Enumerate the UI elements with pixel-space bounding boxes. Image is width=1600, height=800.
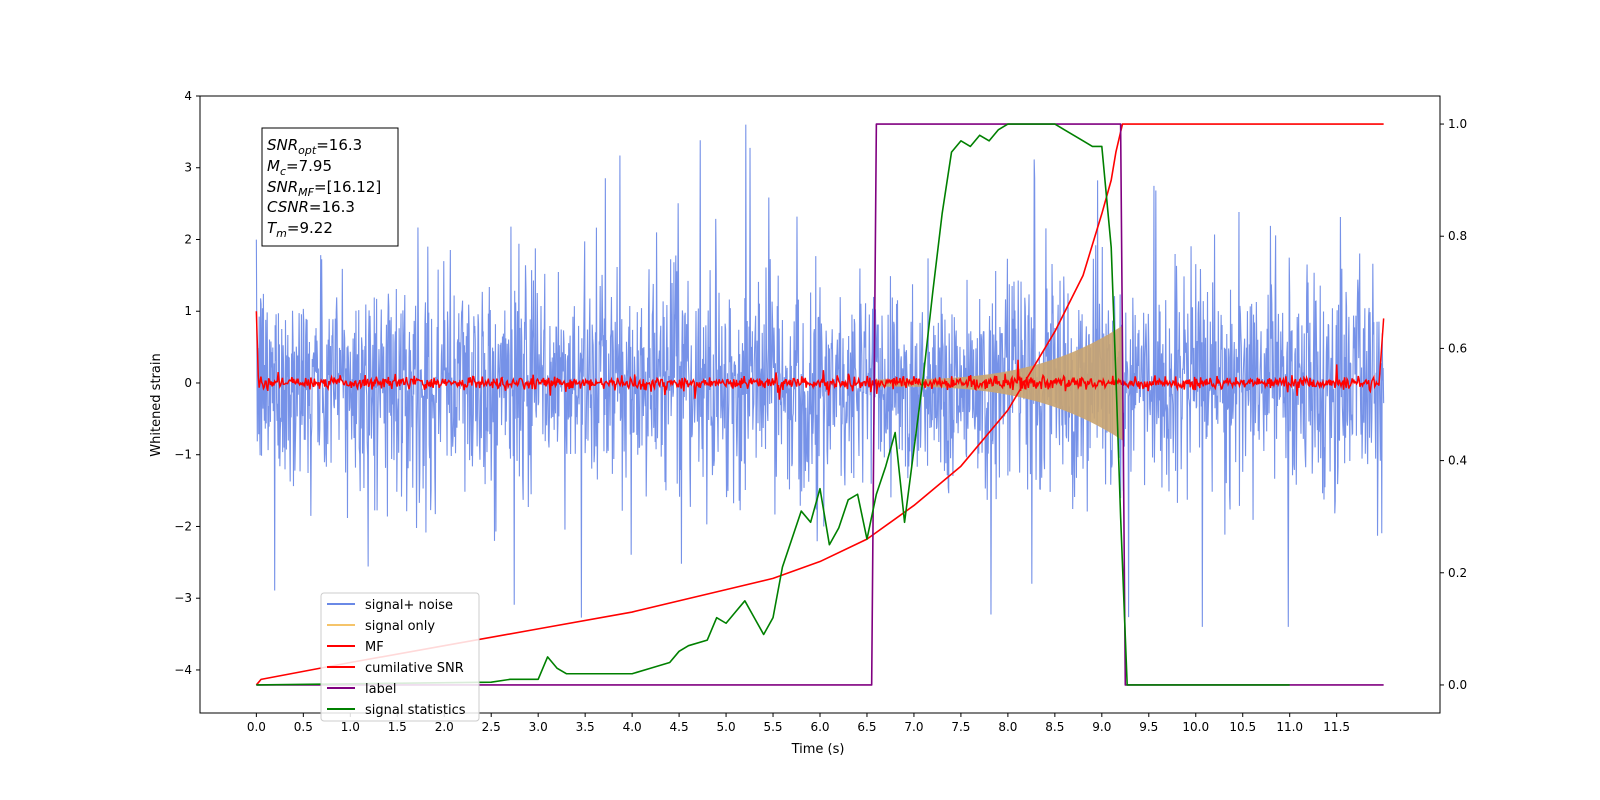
- y-axis-label: Whitened strain: [149, 353, 164, 456]
- legend-label-signal-noise: signal+ noise: [365, 598, 453, 613]
- annotation-snr-mf-base: SNR: [267, 178, 298, 196]
- mf-line: [255, 311, 1385, 400]
- x-tick-label: 9.5: [1139, 720, 1158, 734]
- x-tick-label: 6.5: [857, 720, 876, 734]
- legend-label-mf: MF: [365, 640, 384, 655]
- x-tick-label: 8.0: [998, 720, 1017, 734]
- annotation-box: SNRopt=16.3 Mc=7.95 SNRMF=[16.12] CSNR=1…: [261, 127, 399, 247]
- y-right-tick-label: 0.6: [1448, 341, 1467, 355]
- annotation-line-mc: Mc=7.95: [267, 157, 332, 178]
- y-tick-label: 0: [184, 376, 192, 390]
- y-tick-label: −3: [174, 591, 192, 605]
- x-tick-label: 2.0: [435, 720, 454, 734]
- legend-label-cumulative-snr: cumilative SNR: [365, 661, 464, 676]
- annotation-snr-opt-sub: opt: [298, 144, 317, 157]
- x-tick-label: 7.5: [951, 720, 970, 734]
- x-tick-label: 1.5: [388, 720, 407, 734]
- x-tick-label: 4.5: [670, 720, 689, 734]
- x-tick-label: 8.5: [1045, 720, 1064, 734]
- x-tick-label: 3.0: [529, 720, 548, 734]
- y-tick-label: 1: [184, 304, 192, 318]
- annotation-tm-value: =9.22: [287, 219, 333, 237]
- annotation-snr-opt-value: =16.3: [316, 136, 362, 154]
- y-right-tick-label: 0.0: [1448, 678, 1467, 692]
- signal-statistics-line: [256, 123, 1290, 686]
- y-axis-right: 1.0 0.8 0.6 0.4 0.2 0.0: [1440, 117, 1467, 692]
- annotation-line-csnr: CSNR=16.3: [267, 198, 355, 216]
- legend-label-label: label: [365, 682, 396, 697]
- legend-label-signal-only: signal only: [365, 619, 435, 634]
- annotation-frame: [261, 127, 399, 247]
- x-tick-label: 9.0: [1092, 720, 1111, 734]
- y-right-tick-label: 0.4: [1448, 454, 1467, 468]
- y-right-tick-label: 0.2: [1448, 566, 1467, 580]
- x-tick-label: 11.5: [1323, 720, 1350, 734]
- annotation-csnr-base: CSNR: [267, 198, 309, 216]
- x-tick-label: 10.0: [1182, 720, 1209, 734]
- y-right-tick-label: 1.0: [1448, 117, 1467, 131]
- annotation-tm-base: T: [267, 219, 278, 237]
- legend-frame: [320, 592, 480, 722]
- x-tick-label: 5.5: [763, 720, 782, 734]
- legend: signal+ noise signal only MF cumilative …: [320, 592, 480, 722]
- mf-trace: [255, 311, 1385, 400]
- x-tick-label: 0.5: [294, 720, 313, 734]
- signal-noise-line: [255, 124, 1385, 627]
- x-tick-label: 0.0: [247, 720, 266, 734]
- annotation-snr-mf-value: =[16.12]: [314, 178, 381, 196]
- annotation-mc-sub: c: [280, 165, 286, 178]
- annotation-line-snr-mf: SNRMF=[16.12]: [267, 178, 381, 199]
- annotation-mc-value: =7.95: [286, 157, 332, 175]
- x-tick-label: 5.0: [717, 720, 736, 734]
- legend-label-signal-statistics: signal statistics: [365, 703, 466, 718]
- annotation-line-snr-opt: SNRopt=16.3: [267, 136, 362, 157]
- y-axis-left: 4 3 2 1 0 −1 −2 −3 −4: [174, 89, 200, 677]
- x-axis: 0.0 0.5 1.0 1.5 2.0 2.5 3.0 3.5 4.0 4.5 5.0 5.5 6.0 6…: [247, 713, 1350, 734]
- y-tick-label: −2: [174, 519, 192, 533]
- x-tick-label: 4.0: [623, 720, 642, 734]
- annotation-tm-sub: m: [276, 227, 287, 240]
- y-right-tick-label: 0.8: [1448, 229, 1467, 243]
- annotation-csnr-value: =16.3: [309, 198, 355, 216]
- x-tick-label: 6.0: [810, 720, 829, 734]
- y-tick-label: 4: [184, 89, 192, 103]
- y-tick-label: −1: [174, 448, 192, 462]
- x-tick-label: 10.5: [1229, 720, 1256, 734]
- y-tick-label: 2: [184, 232, 192, 246]
- signal-noise-trace: [255, 124, 1385, 627]
- x-tick-label: 2.5: [482, 720, 501, 734]
- annotation-snr-mf-sub: MF: [298, 186, 314, 199]
- x-tick-label: 7.0: [904, 720, 923, 734]
- annotation-line-tm: Tm=9.22: [267, 219, 333, 240]
- y-tick-label: 3: [184, 161, 192, 175]
- x-tick-label: 1.0: [341, 720, 360, 734]
- y-tick-label: −4: [174, 663, 192, 677]
- x-tick-label: 3.5: [576, 720, 595, 734]
- x-axis-label: Time (s): [791, 742, 845, 757]
- x-tick-label: 11.0: [1276, 720, 1303, 734]
- annotation-mc-base: M: [267, 157, 280, 175]
- annotation-snr-opt-base: SNR: [267, 136, 298, 154]
